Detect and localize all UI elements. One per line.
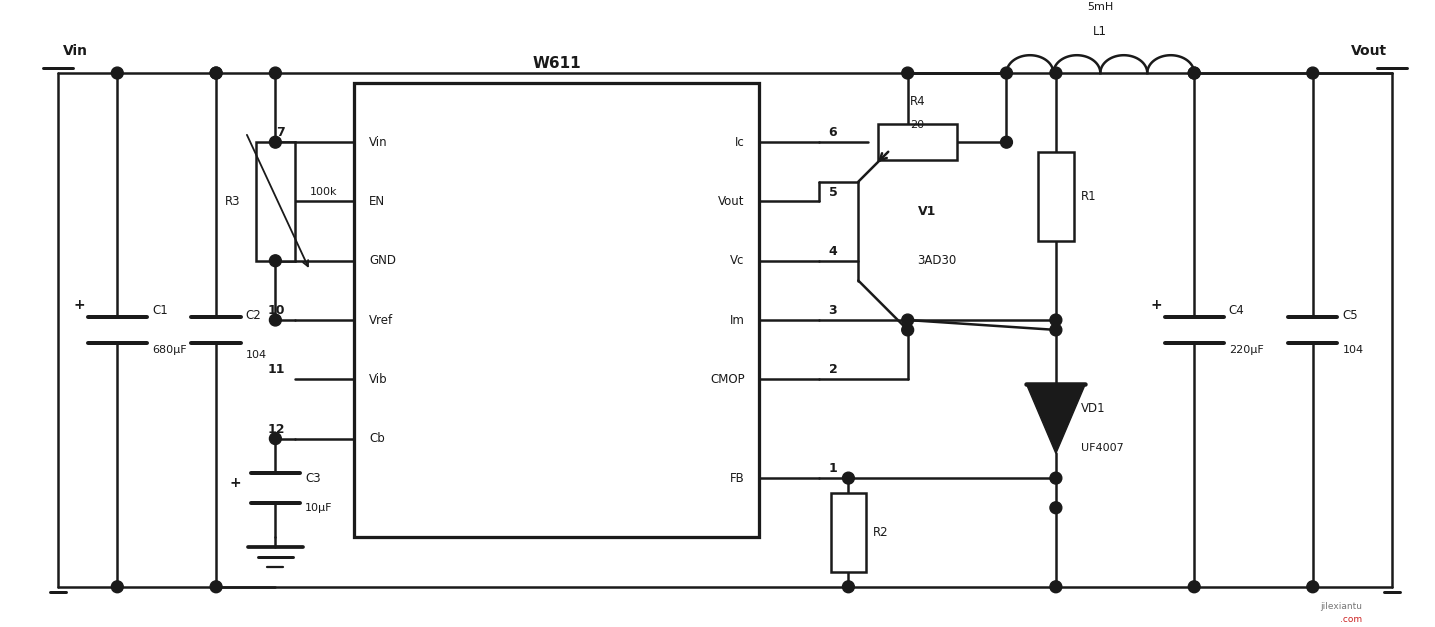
Text: Cb: Cb — [369, 432, 385, 445]
Text: jilexiantu: jilexiantu — [1320, 603, 1362, 611]
Text: R2: R2 — [872, 526, 888, 539]
Text: Ic: Ic — [735, 135, 745, 149]
Text: 104: 104 — [1342, 345, 1363, 355]
Circle shape — [1000, 136, 1013, 148]
Text: 10: 10 — [268, 304, 286, 317]
Circle shape — [901, 67, 914, 79]
Text: R4: R4 — [910, 95, 926, 108]
Circle shape — [1050, 472, 1062, 484]
Text: +: + — [75, 298, 86, 312]
Text: L1: L1 — [1093, 26, 1108, 38]
Circle shape — [842, 472, 854, 484]
Text: Vref: Vref — [369, 314, 393, 327]
Text: 6: 6 — [828, 126, 837, 139]
Circle shape — [270, 136, 281, 148]
Text: Im: Im — [730, 314, 745, 327]
Text: .com: .com — [1340, 615, 1362, 624]
Text: V1: V1 — [917, 205, 936, 218]
Circle shape — [270, 314, 281, 326]
Circle shape — [270, 433, 281, 445]
Text: 8: 8 — [277, 186, 286, 199]
Text: Vout: Vout — [718, 195, 745, 208]
Text: C5: C5 — [1342, 308, 1358, 322]
Text: C1: C1 — [152, 303, 168, 317]
Text: 3: 3 — [828, 304, 837, 317]
Circle shape — [901, 314, 914, 326]
Circle shape — [112, 581, 123, 593]
Text: C3: C3 — [306, 472, 320, 485]
Text: 20: 20 — [910, 120, 924, 130]
Bar — [878, 124, 957, 160]
Text: 680μF: 680μF — [152, 345, 187, 355]
Circle shape — [1000, 67, 1013, 79]
Text: C2: C2 — [245, 308, 261, 322]
Circle shape — [1307, 67, 1319, 79]
Text: Vc: Vc — [730, 255, 745, 267]
Text: 11: 11 — [268, 364, 286, 376]
Text: Vib: Vib — [369, 373, 387, 386]
Text: +: + — [1151, 298, 1162, 312]
Circle shape — [210, 67, 222, 79]
Text: 12: 12 — [268, 423, 286, 436]
Text: Vout: Vout — [1350, 45, 1386, 58]
Text: W611: W611 — [532, 56, 581, 71]
Circle shape — [1307, 581, 1319, 593]
Circle shape — [1188, 67, 1200, 79]
Circle shape — [112, 67, 123, 79]
Circle shape — [1050, 324, 1062, 336]
Text: 104: 104 — [245, 350, 267, 360]
Text: 220μF: 220μF — [1228, 345, 1264, 355]
Bar — [255, 142, 296, 261]
Text: 9: 9 — [277, 245, 286, 258]
Polygon shape — [1026, 384, 1085, 453]
Text: R3: R3 — [225, 195, 241, 208]
Circle shape — [842, 581, 854, 593]
Circle shape — [1188, 67, 1200, 79]
Circle shape — [1188, 581, 1200, 593]
Text: Vin: Vin — [63, 45, 88, 58]
Circle shape — [1050, 67, 1062, 79]
Text: EN: EN — [369, 195, 386, 208]
Circle shape — [270, 67, 281, 79]
Text: FB: FB — [730, 472, 745, 485]
Text: 7: 7 — [277, 126, 286, 139]
Bar — [1038, 152, 1073, 241]
Text: UF4007: UF4007 — [1081, 443, 1124, 453]
Circle shape — [901, 324, 914, 336]
Text: 10μF: 10μF — [306, 503, 333, 513]
Text: 5mH: 5mH — [1088, 2, 1114, 12]
Text: 100k: 100k — [310, 187, 337, 197]
Text: R1: R1 — [1081, 190, 1096, 203]
Circle shape — [1050, 581, 1062, 593]
Circle shape — [270, 255, 281, 266]
Text: CMOP: CMOP — [710, 373, 745, 386]
Circle shape — [210, 581, 222, 593]
Text: 3AD30: 3AD30 — [917, 255, 957, 267]
Bar — [831, 493, 867, 572]
Text: 1: 1 — [828, 462, 838, 475]
Bar — [354, 83, 759, 537]
Circle shape — [1050, 314, 1062, 326]
Text: Vin: Vin — [369, 135, 387, 149]
Text: +: + — [230, 476, 241, 490]
Text: 2: 2 — [828, 364, 838, 376]
Text: 4: 4 — [828, 245, 838, 258]
Text: C4: C4 — [1228, 303, 1244, 317]
Text: GND: GND — [369, 255, 396, 267]
Text: 5: 5 — [828, 186, 838, 199]
Circle shape — [1050, 502, 1062, 514]
Circle shape — [210, 67, 222, 79]
Text: VD1: VD1 — [1081, 403, 1105, 416]
